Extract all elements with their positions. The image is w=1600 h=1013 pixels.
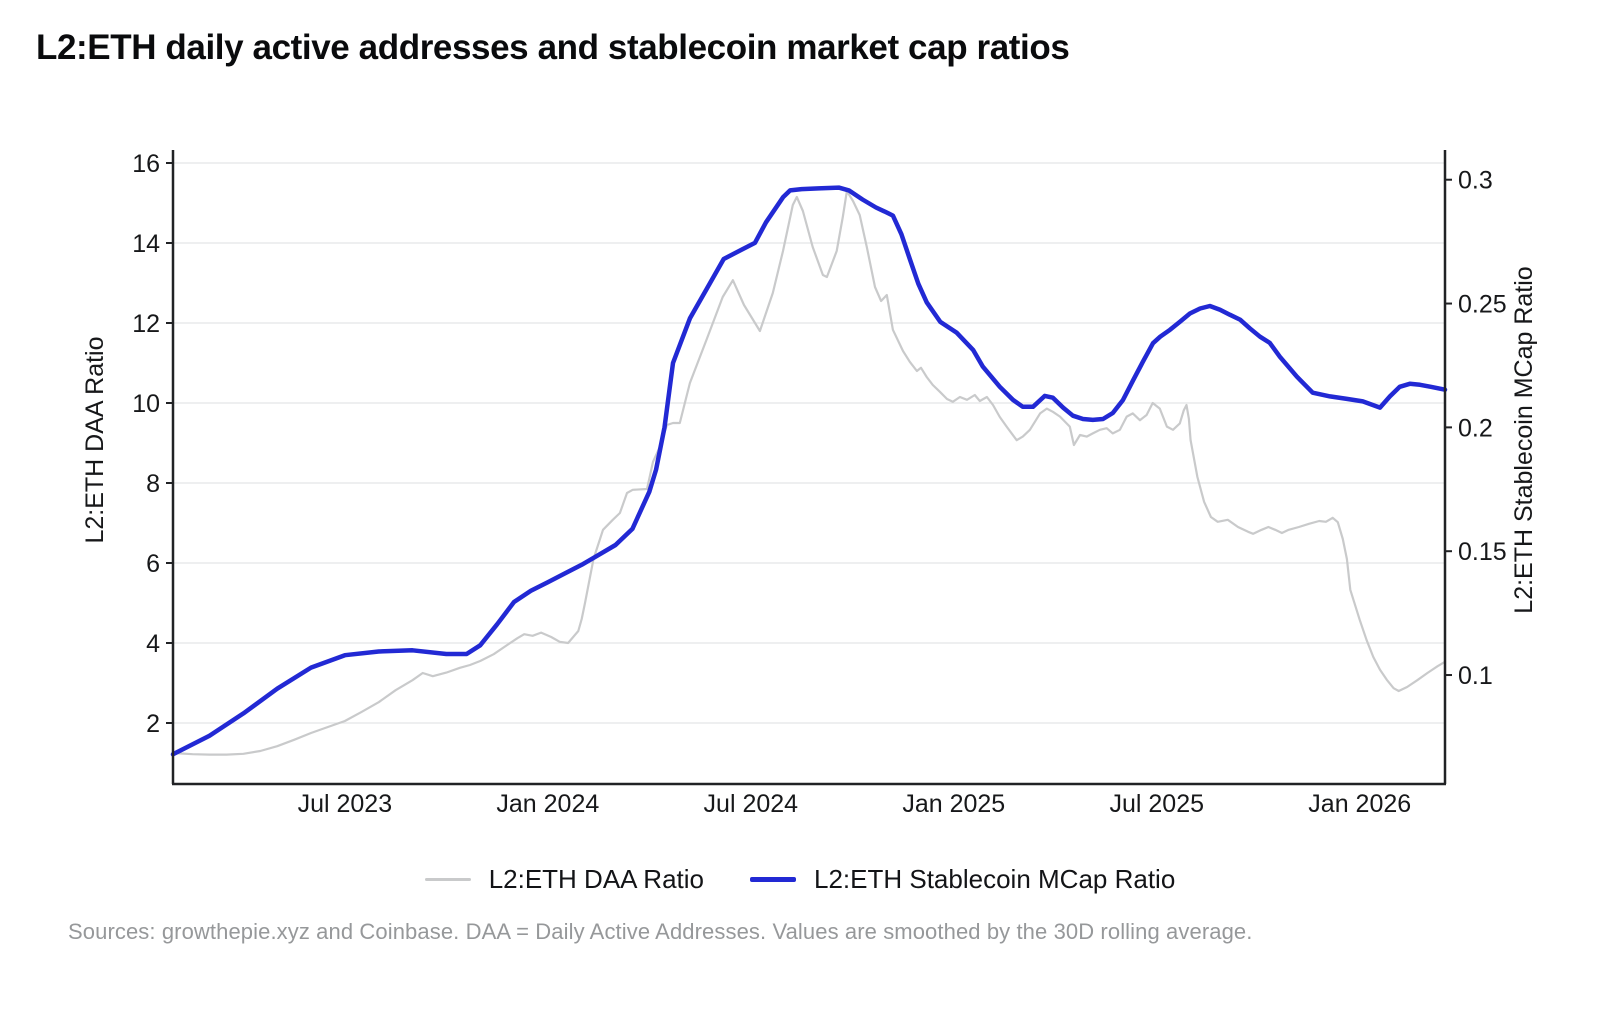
x-tick-label: Jan 2025 — [902, 790, 1005, 818]
y-left-tick-label: 2 — [146, 710, 160, 738]
y-right-tick-label: 0.2 — [1458, 414, 1493, 442]
chart-legend: L2:ETH DAA Ratio L2:ETH Stablecoin MCap … — [0, 864, 1600, 895]
y-right-axis-title: L2:ETH Stablecoin MCap Ratio — [1510, 266, 1538, 613]
x-tick-label: Jan 2024 — [496, 790, 599, 818]
source-note: Sources: growthepie.xyz and Coinbase. DA… — [68, 919, 1253, 944]
legend-label-daa-ratio: L2:ETH DAA Ratio — [488, 864, 704, 894]
x-tick-label: Jan 2026 — [1308, 790, 1411, 818]
chart-title: L2:ETH daily active addresses and stable… — [36, 28, 1070, 67]
y-left-tick-label: 14 — [132, 230, 160, 258]
y-left-tick-label: 8 — [146, 470, 160, 498]
x-tick-label: Jul 2023 — [298, 790, 393, 818]
legend-item-daa-ratio: L2:ETH DAA Ratio — [424, 864, 704, 895]
legend-item-stablecoin-mcap-ratio: L2:ETH Stablecoin MCap Ratio — [750, 864, 1175, 895]
y-right-tick-label: 0.15 — [1458, 538, 1507, 566]
y-left-tick-label: 16 — [132, 150, 160, 178]
series-line-l2-eth-stablecoin-mcap-ratio — [170, 185, 1448, 757]
y-left-tick-label: 12 — [132, 310, 160, 338]
y-right-tick-label: 0.25 — [1458, 291, 1507, 319]
y-left-tick-label: 10 — [132, 390, 160, 418]
y-left-tick-label: 6 — [146, 550, 160, 578]
y-left-axis-title: L2:ETH DAA Ratio — [81, 336, 109, 543]
y-left-tick-label: 4 — [146, 630, 160, 658]
legend-swatch-daa-ratio — [424, 878, 471, 881]
legend-swatch-stablecoin-mcap-ratio — [750, 877, 796, 882]
series-line-l2-eth-daa-ratio — [171, 189, 1447, 756]
y-right-tick-label: 0.1 — [1458, 662, 1493, 690]
x-tick-label: Jul 2025 — [1110, 790, 1205, 818]
x-tick-label: Jul 2024 — [704, 790, 799, 818]
y-right-tick-label: 0.3 — [1458, 167, 1493, 195]
legend-label-stablecoin-mcap-ratio: L2:ETH Stablecoin MCap Ratio — [814, 864, 1176, 894]
